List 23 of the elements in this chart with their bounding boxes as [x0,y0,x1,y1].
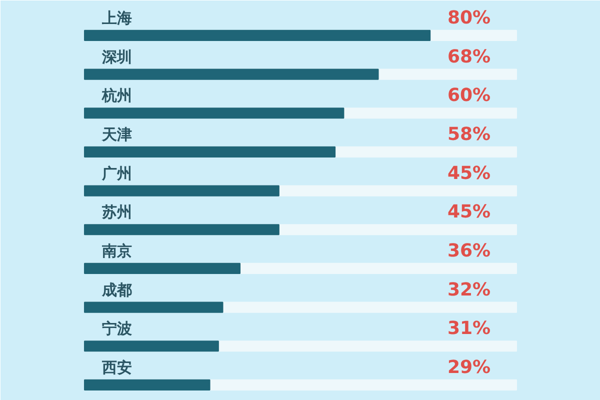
y-tick-label: 西安 [100,358,132,376]
data-label: 36% [447,240,491,262]
bar [84,302,224,313]
y-tick-label: 广州 [100,164,132,182]
y-tick-label: 杭州 [100,86,132,105]
y-tick-label: 上海 [100,8,132,27]
y-tick-label: 南京 [100,242,132,260]
data-label: 60% [447,85,491,106]
y-tick-label: 深圳 [100,48,132,66]
bar [84,340,219,352]
bar [84,379,210,391]
data-label: 45% [447,202,491,223]
data-label: 29% [447,356,491,378]
data-label: 80% [447,7,491,28]
data-label: 68% [447,46,491,68]
data-label: 32% [447,279,491,300]
y-tick-label: 苏州 [100,203,132,222]
data-label: 31% [447,318,491,340]
data-label: 58% [447,124,491,145]
data-label: 45% [447,162,491,184]
y-tick-label: 宁波 [102,320,132,338]
y-tick-label: 天津 [100,125,132,144]
y-tick-label: 成都 [100,280,132,299]
